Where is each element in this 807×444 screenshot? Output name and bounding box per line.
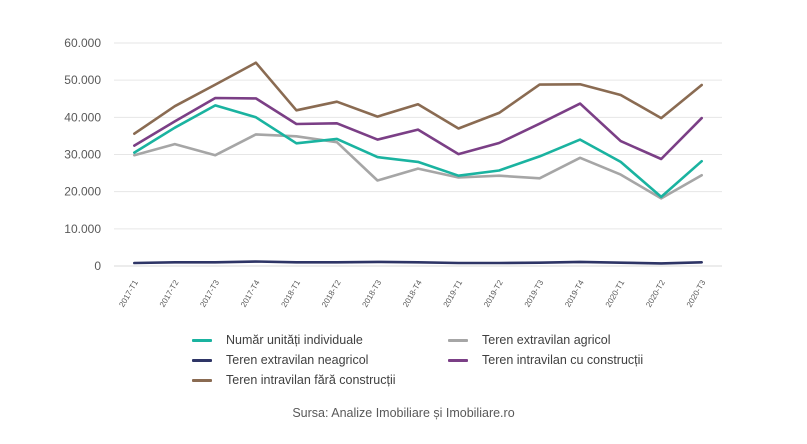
x-tick-label: 2018-T4 xyxy=(401,278,424,309)
x-tick-label: 2020-T1 xyxy=(604,278,627,309)
x-tick-label: 2019-T4 xyxy=(563,278,586,309)
legend-label: Teren intravilan cu construcții xyxy=(482,353,644,367)
legend-swatch xyxy=(192,358,212,362)
legend-item-extravilan-neagricol: Teren extravilan neagricol xyxy=(192,353,368,367)
series-line-0 xyxy=(133,104,704,199)
x-tick-label: 2019-T1 xyxy=(442,278,465,309)
legend-item-extravilan-agricol: Teren extravilan agricol xyxy=(448,333,611,347)
series-line-1 xyxy=(133,133,704,200)
x-tick-label: 2018-T2 xyxy=(320,278,343,309)
x-tick-label: 2018-T1 xyxy=(279,278,302,309)
x-tick-label: 2019-T3 xyxy=(523,278,546,309)
y-tick-label: 20.000 xyxy=(64,185,101,199)
x-tick-label: 2017-T2 xyxy=(158,278,181,309)
x-tick-label: 2017-T1 xyxy=(117,278,140,309)
legend-item-intravilan-cu-constructii: Teren intravilan cu construcții xyxy=(448,353,643,367)
source-note: Sursa: Analize Imobiliare și Imobiliare.… xyxy=(292,406,515,420)
legend-item-intravilan-fara-constructii: Teren intravilan fără construcții xyxy=(192,373,396,387)
legend-label: Teren extravilan agricol xyxy=(482,333,611,347)
legend-item-numar-unitati: Număr unități individuale xyxy=(192,333,363,347)
series-line-4 xyxy=(133,61,704,135)
legend-swatch xyxy=(448,338,468,342)
legend-swatch xyxy=(448,358,468,362)
legend-label: Număr unități individuale xyxy=(226,333,363,347)
y-tick-label: 40.000 xyxy=(64,110,101,124)
y-tick-label: 0 xyxy=(94,259,101,273)
line-chart: 0 10.000 20.000 30.000 40.000 50.000 60.000 201… xyxy=(64,36,722,309)
legend-swatch xyxy=(192,378,212,382)
y-tick-label: 30.000 xyxy=(64,148,101,162)
x-tick-label: 2017-T4 xyxy=(239,278,262,309)
legend-swatch xyxy=(192,338,212,342)
legend-label: Teren extravilan neagricol xyxy=(226,353,369,367)
series-line-2 xyxy=(133,260,704,265)
y-tick-label: 10.000 xyxy=(64,222,101,236)
series-line-3 xyxy=(133,96,704,161)
y-tick-label: 50.000 xyxy=(64,73,101,87)
x-tick-label: 2020-T2 xyxy=(644,278,667,309)
legend-label: Teren intravilan fără construcții xyxy=(226,373,396,387)
x-tick-label: 2019-T2 xyxy=(482,278,505,309)
x-tick-label: 2020-T3 xyxy=(685,278,708,309)
x-tick-label: 2017-T3 xyxy=(198,278,221,309)
x-tick-label: 2018-T3 xyxy=(361,278,384,309)
y-tick-label: 60.000 xyxy=(64,36,101,50)
